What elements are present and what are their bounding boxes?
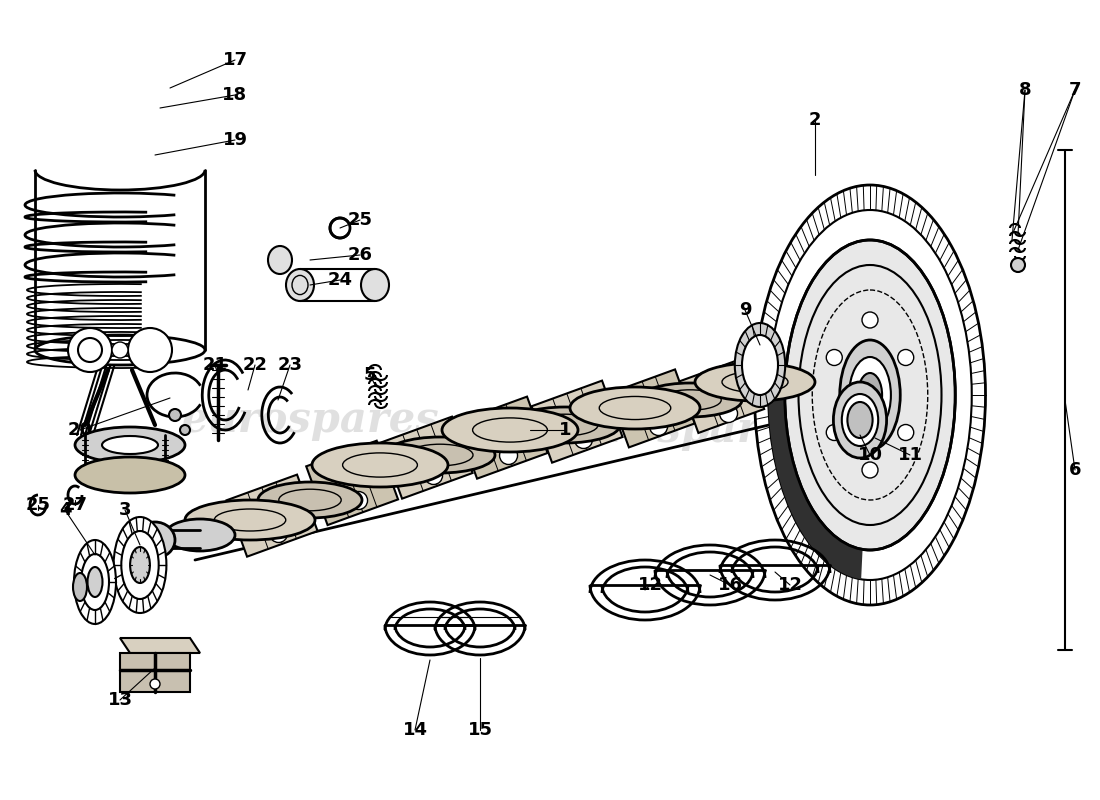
Ellipse shape	[35, 335, 205, 365]
Text: 1: 1	[559, 421, 571, 439]
Ellipse shape	[839, 340, 900, 450]
Ellipse shape	[165, 519, 235, 551]
Circle shape	[898, 350, 914, 366]
Polygon shape	[609, 370, 695, 447]
Circle shape	[1011, 258, 1025, 272]
Ellipse shape	[102, 436, 158, 454]
Text: 15: 15	[468, 721, 493, 739]
Circle shape	[270, 525, 287, 542]
Ellipse shape	[130, 547, 150, 583]
Ellipse shape	[842, 394, 878, 446]
Text: 4: 4	[58, 501, 72, 519]
Ellipse shape	[768, 210, 971, 580]
Circle shape	[78, 338, 102, 362]
Circle shape	[169, 409, 182, 421]
Polygon shape	[306, 441, 398, 525]
Text: 20: 20	[67, 421, 92, 439]
Polygon shape	[382, 417, 473, 498]
Text: 25: 25	[25, 496, 51, 514]
Text: 8: 8	[1019, 81, 1032, 99]
Ellipse shape	[81, 554, 109, 610]
Ellipse shape	[638, 383, 743, 417]
Text: 24: 24	[328, 271, 352, 289]
Ellipse shape	[858, 373, 882, 417]
Ellipse shape	[185, 500, 315, 540]
Text: 6: 6	[1069, 461, 1081, 479]
Circle shape	[650, 418, 668, 435]
Ellipse shape	[312, 443, 448, 487]
Text: 27: 27	[63, 496, 88, 514]
Ellipse shape	[735, 323, 785, 407]
Circle shape	[128, 328, 172, 372]
Polygon shape	[227, 474, 318, 557]
Text: eurospares: eurospares	[182, 399, 439, 441]
Ellipse shape	[510, 407, 620, 443]
Ellipse shape	[75, 427, 185, 463]
Text: 18: 18	[222, 86, 248, 104]
Circle shape	[150, 679, 160, 689]
Polygon shape	[120, 653, 190, 692]
Ellipse shape	[784, 240, 955, 550]
Text: 23: 23	[277, 356, 302, 374]
Text: 9: 9	[739, 301, 751, 319]
Circle shape	[68, 328, 112, 372]
Text: 5: 5	[364, 366, 376, 384]
Text: 10: 10	[858, 446, 882, 464]
Ellipse shape	[258, 482, 362, 518]
Polygon shape	[680, 358, 764, 433]
Polygon shape	[456, 397, 548, 478]
Circle shape	[499, 446, 518, 465]
Ellipse shape	[570, 387, 700, 429]
Text: 13: 13	[108, 691, 132, 709]
Ellipse shape	[755, 185, 986, 605]
Ellipse shape	[695, 363, 815, 401]
Ellipse shape	[361, 269, 389, 301]
Text: 25: 25	[348, 211, 373, 229]
Ellipse shape	[834, 382, 887, 458]
Circle shape	[826, 350, 843, 366]
Ellipse shape	[121, 531, 158, 599]
Ellipse shape	[113, 517, 166, 613]
Ellipse shape	[385, 437, 495, 473]
Circle shape	[350, 491, 367, 510]
Text: 12: 12	[778, 576, 803, 594]
Text: 7: 7	[1069, 81, 1081, 99]
Ellipse shape	[742, 335, 778, 395]
Ellipse shape	[268, 246, 292, 274]
Text: 3: 3	[119, 501, 131, 519]
Text: 26: 26	[348, 246, 373, 264]
Polygon shape	[768, 379, 862, 579]
Text: 16: 16	[717, 576, 743, 594]
Ellipse shape	[442, 408, 578, 452]
Ellipse shape	[135, 522, 175, 558]
Ellipse shape	[847, 402, 872, 438]
Circle shape	[112, 342, 128, 358]
Circle shape	[898, 425, 914, 441]
Text: 11: 11	[898, 446, 923, 464]
Ellipse shape	[74, 540, 116, 624]
Text: 21: 21	[202, 356, 228, 374]
Circle shape	[425, 466, 442, 485]
Text: eurospares: eurospares	[551, 409, 808, 451]
Circle shape	[862, 312, 878, 328]
Text: 12: 12	[638, 576, 662, 594]
Ellipse shape	[73, 573, 87, 601]
Circle shape	[862, 462, 878, 478]
Polygon shape	[120, 638, 200, 653]
Text: 22: 22	[242, 356, 267, 374]
Ellipse shape	[75, 457, 185, 493]
Ellipse shape	[286, 269, 313, 301]
Text: 19: 19	[222, 131, 248, 149]
Circle shape	[574, 430, 593, 449]
Ellipse shape	[849, 357, 891, 433]
Circle shape	[180, 425, 190, 435]
Text: 2: 2	[808, 111, 822, 129]
Circle shape	[826, 425, 843, 441]
Text: 17: 17	[222, 51, 248, 69]
Text: 14: 14	[403, 721, 428, 739]
Ellipse shape	[88, 567, 102, 597]
Circle shape	[719, 405, 738, 422]
Polygon shape	[531, 381, 623, 462]
